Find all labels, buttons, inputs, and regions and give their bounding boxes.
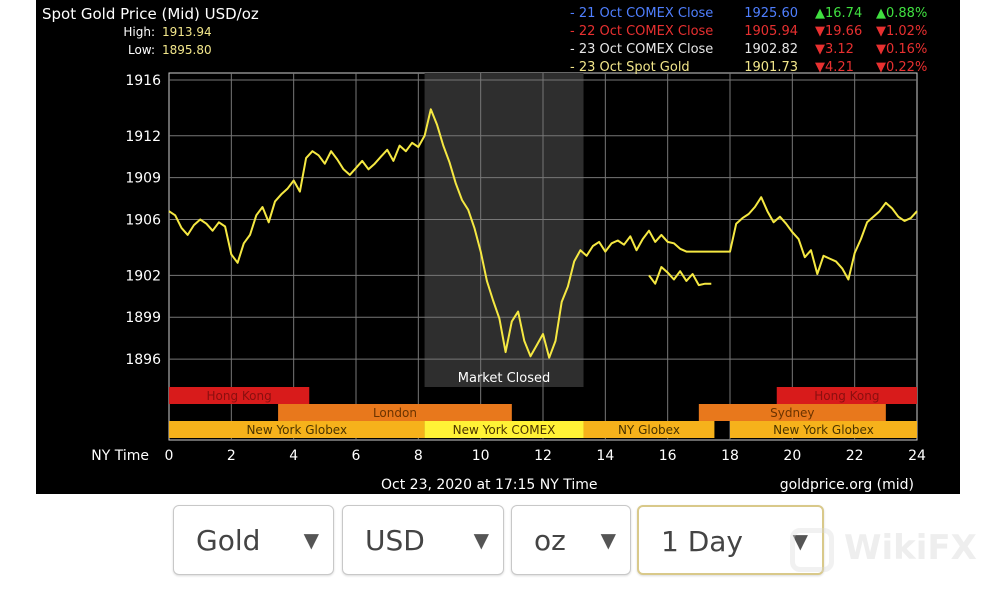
market-closed-label: Market Closed: [458, 371, 551, 386]
high-label: High:: [123, 25, 155, 39]
period-select[interactable]: 1 Day ▼: [637, 505, 824, 575]
legend-change: ▼3.12: [815, 42, 854, 57]
session-label: Hong Kong: [814, 389, 879, 403]
y-tick-label: 1899: [125, 310, 161, 326]
legend-value: 1901.73: [744, 60, 798, 75]
legend-value: 1905.94: [744, 24, 798, 39]
legend-percent: ▼1.02%: [876, 24, 927, 39]
period-select-value: 1 Day: [661, 525, 744, 558]
legend-percent: ▼0.22%: [876, 60, 927, 75]
x-tick-label: 12: [534, 448, 552, 464]
chevron-down-icon: ▼: [600, 528, 616, 552]
unit-select[interactable]: oz ▼: [511, 505, 631, 575]
metal-select[interactable]: Gold ▼: [173, 505, 334, 575]
watermark: WikiFX: [790, 520, 995, 580]
legend-label: - 21 Oct COMEX Close: [570, 6, 713, 21]
x-tick-label: 22: [846, 448, 864, 464]
y-tick-label: 1902: [125, 268, 161, 284]
session-label: New York COMEX: [453, 423, 556, 437]
session-bar: [424, 421, 584, 438]
x-tick-label: 16: [659, 448, 677, 464]
x-tick-label: 6: [352, 448, 361, 464]
footer-timestamp: Oct 23, 2020 at 17:15 NY Time: [381, 477, 598, 493]
x-tick-label: 0: [165, 448, 174, 464]
session-label: Hong Kong: [207, 389, 272, 403]
legend-change: ▼19.66: [815, 24, 862, 39]
session-bar: [278, 404, 512, 421]
legend-change: ▼4.21: [815, 60, 854, 75]
footer-source: goldprice.org (mid): [780, 477, 914, 493]
session-bar: [583, 421, 715, 438]
low-label: Low:: [128, 43, 155, 57]
y-tick-label: 1912: [125, 129, 161, 145]
legend-percent: ▲0.88%: [876, 6, 927, 21]
legend-percent: ▼0.16%: [876, 42, 927, 57]
y-tick-label: 1896: [125, 352, 161, 368]
session-bar: [776, 387, 917, 404]
chevron-down-icon: ▼: [473, 528, 489, 552]
chart-svg: Hong Kong Hong Kong London Sydney New York G…: [42, 5, 927, 493]
legend-label: - 23 Oct COMEX Close: [570, 42, 713, 57]
currency-select[interactable]: USD ▼: [342, 505, 504, 575]
wikifx-logo-icon: [790, 528, 834, 572]
x-axis-label: NY Time: [91, 448, 149, 464]
chart-title: Spot Gold Price (Mid) USD/oz: [42, 5, 259, 23]
legend-label: - 23 Oct Spot Gold: [570, 60, 690, 75]
x-tick-label: 24: [908, 448, 926, 464]
grid-overlay: [169, 73, 917, 440]
session-label: New York Globex: [246, 423, 347, 437]
gold-price-chart: Hong Kong Hong Kong London Sydney New York G…: [36, 0, 960, 494]
session-label: NY Globex: [618, 423, 680, 437]
currency-select-value: USD: [365, 524, 425, 557]
price-line-2: [648, 266, 712, 287]
session-bar: [169, 421, 425, 438]
unit-select-value: oz: [534, 524, 566, 557]
legend-label: - 22 Oct COMEX Close: [570, 24, 713, 39]
metal-select-value: Gold: [196, 524, 261, 557]
session-bar: [730, 421, 917, 438]
x-tick-label: 10: [472, 448, 490, 464]
session-bar: [698, 404, 886, 421]
session-label: London: [373, 406, 417, 420]
y-tick-label: 1916: [125, 73, 161, 89]
y-tick-label: 1906: [125, 213, 161, 229]
x-tick-label: 18: [721, 448, 739, 464]
high-value: 1913.94: [162, 25, 212, 39]
legend-value: 1925.60: [744, 6, 798, 21]
session-bar: [169, 387, 310, 404]
price-line-1: [168, 108, 918, 359]
legend-value: 1902.82: [744, 42, 798, 57]
low-value: 1895.80: [162, 43, 212, 57]
chart-controls: Gold ▼ USD ▼ oz ▼ 1 Day ▼: [173, 505, 833, 577]
x-tick-label: 20: [783, 448, 801, 464]
session-label: Sydney: [770, 406, 814, 420]
legend-change: ▲16.74: [815, 6, 862, 21]
chevron-down-icon: ▼: [303, 528, 319, 552]
trading-sessions: Hong Kong Hong Kong London Sydney New York G…: [169, 387, 917, 438]
x-tick-label: 2: [227, 448, 236, 464]
watermark-text: WikiFX: [844, 528, 977, 568]
y-tick-label: 1909: [125, 171, 161, 187]
x-tick-label: 14: [596, 448, 614, 464]
x-tick-label: 4: [289, 448, 298, 464]
x-tick-label: 8: [414, 448, 423, 464]
session-label: New York Globex: [773, 423, 874, 437]
price-series: [168, 108, 918, 359]
